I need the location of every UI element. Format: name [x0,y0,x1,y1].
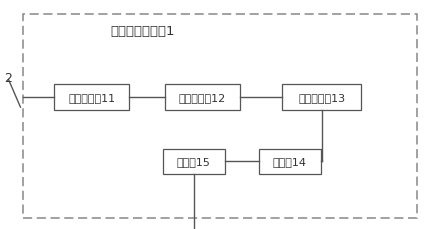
Bar [282,84,361,111]
Text: 电站侧保护装置1: 电站侧保护装置1 [110,25,175,37]
Bar [23,15,417,218]
Text: 电流互感器12: 电流互感器12 [179,92,226,102]
Text: 过流保护器13: 过流保护器13 [298,92,345,102]
Text: 2: 2 [4,71,12,84]
Text: 断路器15: 断路器15 [177,156,211,166]
Bar [163,149,225,174]
Bar [259,149,320,174]
Text: 继电器14: 继电器14 [273,156,307,166]
Bar [54,84,129,111]
Bar [165,84,239,111]
Text: 电流传感器11: 电流传感器11 [68,92,115,102]
